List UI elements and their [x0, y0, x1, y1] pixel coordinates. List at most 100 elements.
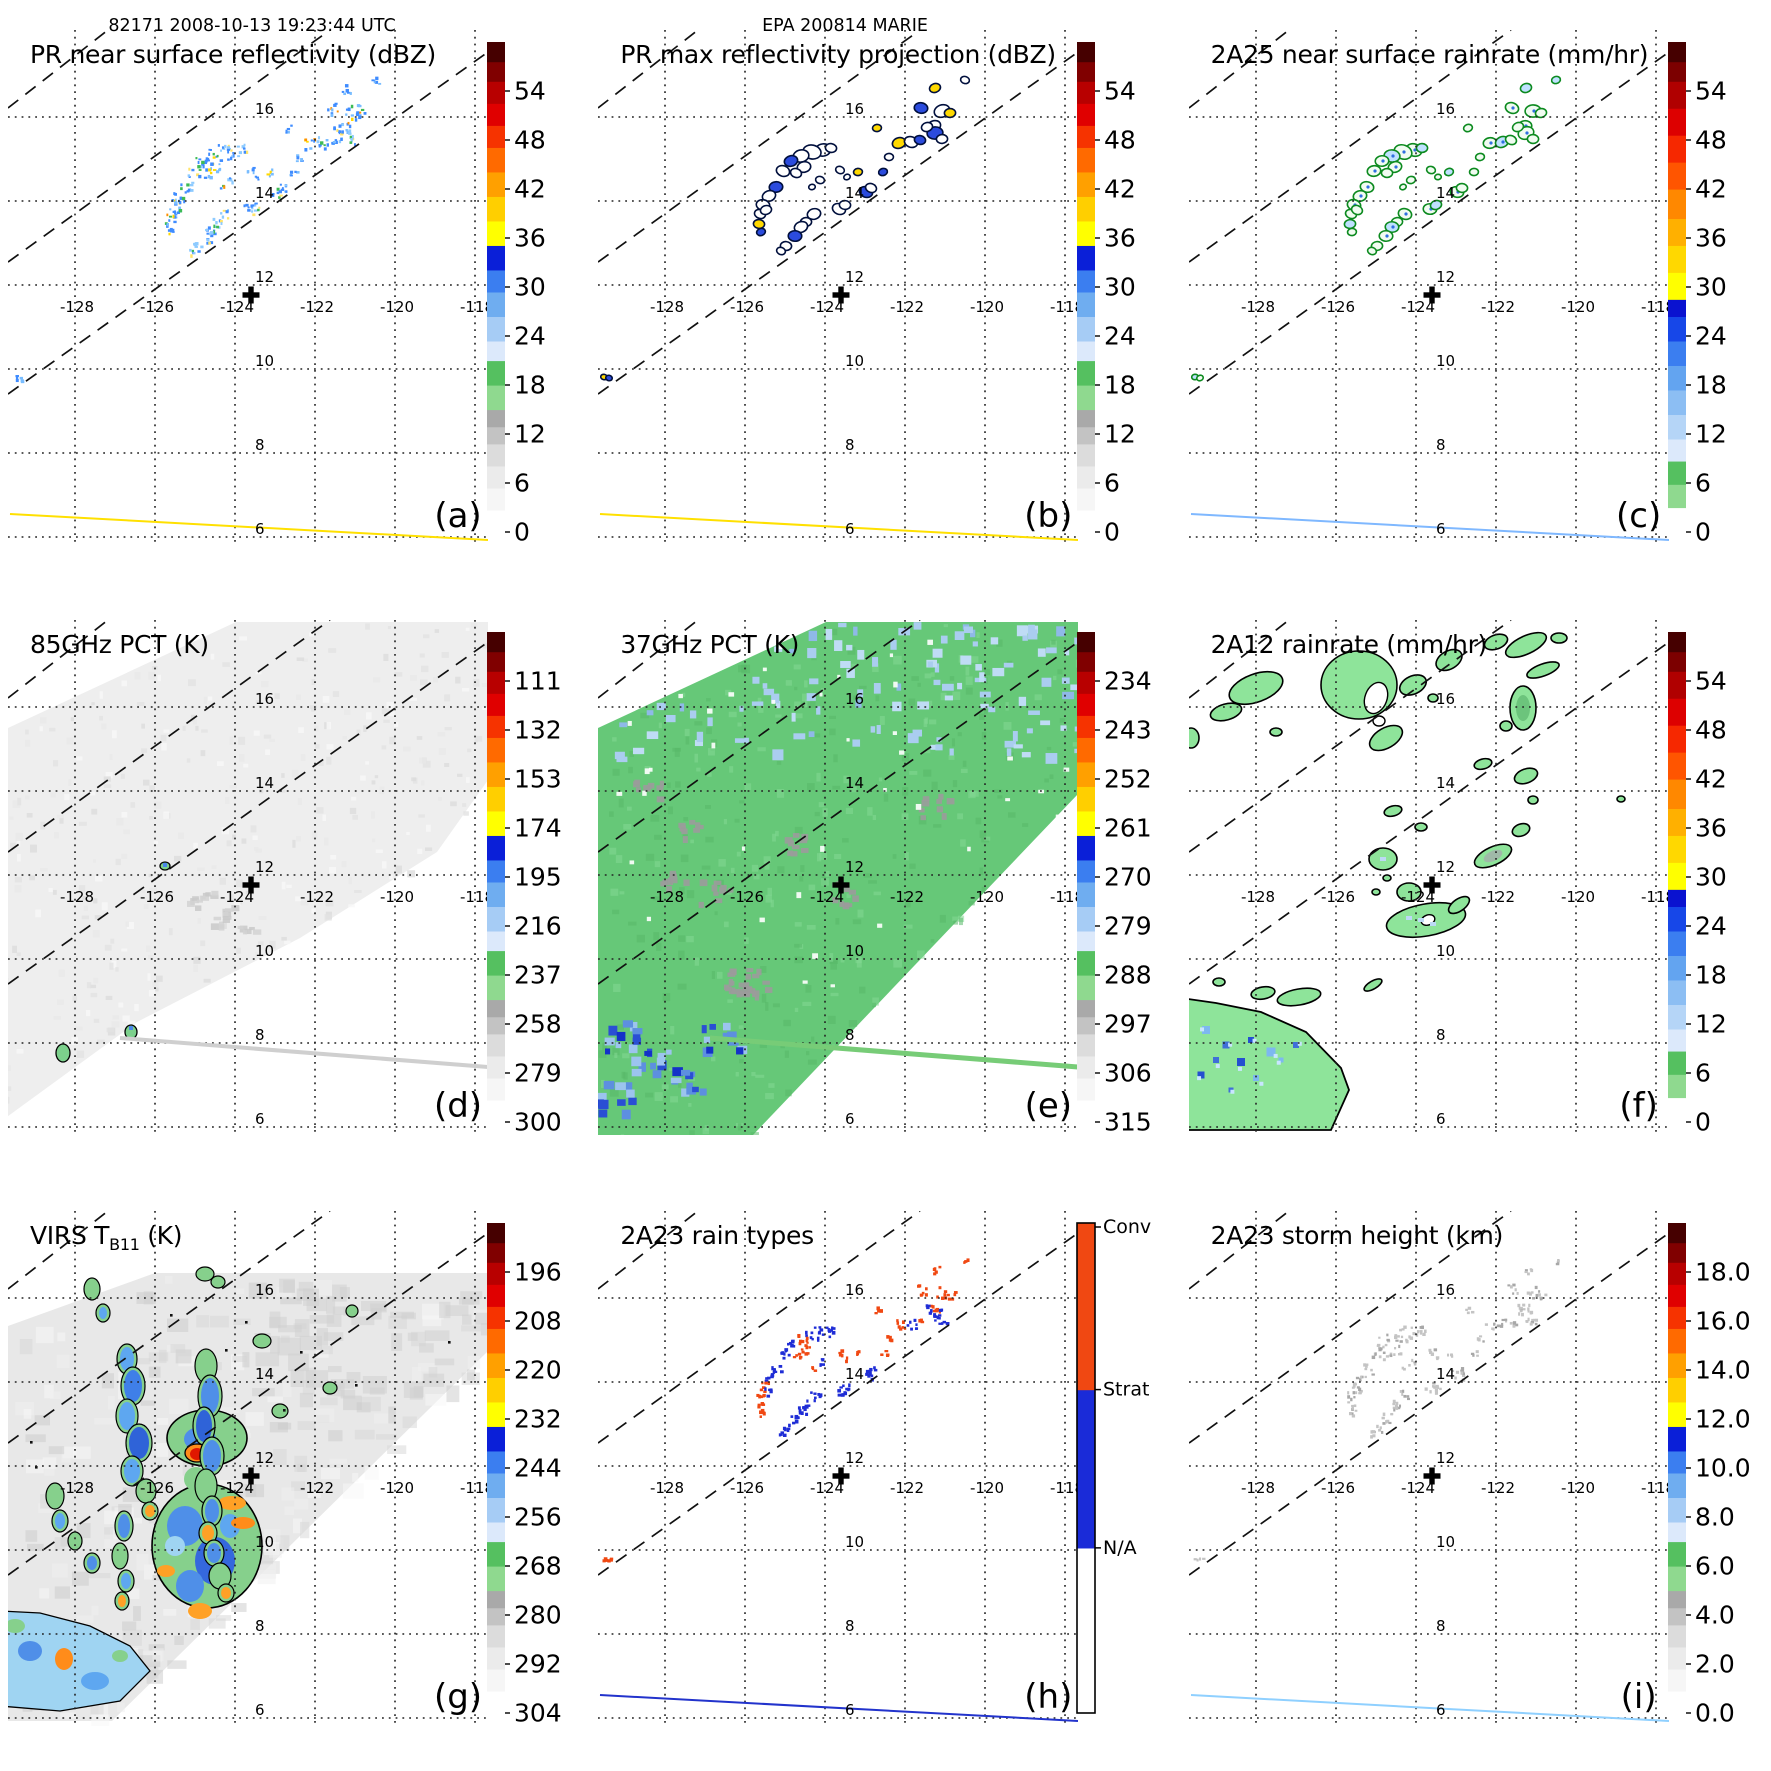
lat-tick-label: 16 [1436, 690, 1455, 708]
colorbar-tick-label: 24 [514, 322, 546, 351]
orbit-track-line [600, 513, 1079, 541]
colorbar-tick-label: 16.0 [1695, 1306, 1751, 1335]
panel-title: 2A12 rainrate (mm/hr) [1210, 630, 1488, 660]
colorbar-tick-label: 2.0 [1695, 1649, 1735, 1678]
lon-tick-label: -118 [460, 888, 494, 906]
lon-tick-label: -120 [380, 1479, 414, 1497]
lat-tick-label: 12 [1436, 858, 1455, 876]
swath-edge-dashed-line [8, 620, 331, 854]
lat-tick-label: 12 [1436, 268, 1455, 286]
orbit-track-line [600, 1693, 1079, 1722]
lon-tick-label: -122 [890, 298, 924, 316]
lon-tick-label: -124 [1401, 888, 1435, 906]
map-data-layer [600, 75, 971, 382]
panel-f: -128 -126 -124 -122 -120 -118 16 14 12 10 8 6 54 48 42… [1181, 590, 1771, 1181]
colorbar-tick-label: 258 [514, 1010, 562, 1039]
colorbar: 111 132 153 174 195 216 237 258 279 300 [487, 632, 562, 1137]
panel-map-canvas: -128 -126 -124 -122 -120 -118 16 14 12 10 8 6 54 48 42… [1188, 620, 1727, 1137]
sensor-swath-region [598, 622, 1079, 1136]
colorbar-tick-label: 6.0 [1695, 1551, 1735, 1580]
sensor-swath-region [8, 622, 488, 1117]
colorbar-tick-label: 234 [1104, 667, 1152, 696]
panel-d: -128 -126 -124 -122 -120 -118 16 14 12 10 8 6 111 132… [0, 590, 591, 1181]
colorbar-tick-label: 30 [514, 273, 546, 302]
lon-tick-label: -128 [60, 888, 94, 906]
lon-tick-label: -124 [220, 298, 254, 316]
swath-edge-dashed-line [598, 30, 921, 263]
colorbar: 196 208 220 232 244 256 268 280 292 304 [487, 1222, 562, 1727]
swath-edge-dashed-line [598, 1210, 921, 1444]
colorbar-tick-label: 36 [1695, 224, 1727, 253]
map-gridlines [8, 30, 488, 545]
lon-tick-label: -124 [220, 888, 254, 906]
map-data-layer [602, 1258, 970, 1563]
lon-tick-label: -128 [650, 298, 684, 316]
lat-tick-label: 8 [255, 1617, 265, 1635]
colorbar-tick-label: 54 [1695, 77, 1727, 106]
map-gridlines [598, 1210, 1079, 1726]
lon-tick-label: -122 [300, 1479, 334, 1497]
lat-tick-label: 10 [1436, 1533, 1455, 1551]
colorbar-tick-label: 18 [1104, 371, 1136, 400]
swath-edge-dashed-line [598, 620, 921, 854]
lon-tick-label: -126 [140, 888, 174, 906]
map-axis-labels: -128 -126 -124 -122 -120 -118 16 14 12 10 8 6 [650, 1281, 1084, 1719]
colorbar-category-label: Conv [1103, 1216, 1151, 1238]
lon-tick-label: -118 [1050, 888, 1084, 906]
swath-edge-dashed-line [8, 1210, 331, 1444]
lat-tick-label: 14 [845, 774, 864, 792]
swath-edge-dashed-line [1188, 51, 1669, 395]
lon-tick-label: -126 [1321, 1479, 1355, 1497]
colorbar-tick-label: 270 [1104, 863, 1152, 892]
swath-edge-dashed-line [598, 1231, 1079, 1576]
colorbar-tick-label: 12 [1695, 420, 1727, 449]
colorbar-tick-label: 0 [1104, 518, 1120, 547]
lon-tick-label: -122 [1481, 1479, 1515, 1497]
colorbar-tick-label: 36 [1695, 814, 1727, 843]
map-data-layer [1193, 1258, 1560, 1562]
colorbar: 234 243 252 261 270 279 288 297 306 315 [1077, 632, 1152, 1137]
colorbar-tick-label: 288 [1104, 961, 1152, 990]
colorbar: 18.0 16.0 14.0 12.0 10.0 8.0 6.0 4.0 2.0 0.0 [1667, 1222, 1751, 1727]
lat-tick-label: 8 [1436, 436, 1446, 454]
lat-tick-label: 10 [1436, 352, 1455, 370]
colorbar-tick-label: 42 [1695, 765, 1727, 794]
panel-map-canvas: -128 -126 -124 -122 -120 -118 16 14 12 10 8 6 18.0 16… [1188, 1210, 1751, 1727]
map-gridlines [1188, 1210, 1669, 1726]
orbit-track-line [9, 513, 488, 541]
map-axis-labels: -128 -126 -124 -122 -120 -118 16 14 12 10 8 6 [650, 100, 1084, 538]
map-data-layer [15, 76, 382, 384]
colorbar-tick-label: 18 [514, 371, 546, 400]
lat-tick-label: 6 [255, 520, 265, 538]
lat-tick-label: 6 [1436, 1701, 1446, 1719]
colorbar-tick-label: 18.0 [1695, 1257, 1751, 1286]
swath-edge-dashed-line [598, 51, 1079, 395]
panel-map-canvas: -128 -126 -124 -122 -120 -118 16 14 12 10 8 6 54 48 42… [8, 30, 546, 547]
lat-tick-label: 14 [255, 774, 274, 792]
swath-edge-dashed-line [1188, 1231, 1669, 1576]
panel-title: PR near surface reflectivity (dBZ) [30, 40, 436, 69]
orbit-track-line [710, 1035, 1079, 1070]
lon-tick-label: -126 [140, 298, 174, 316]
lon-tick-label: -126 [140, 1479, 174, 1497]
panel-map-canvas: -128 -126 -124 -122 -120 -118 16 14 12 10 8 6 234 243… [598, 620, 1152, 1137]
colorbar-tick-label: 243 [1104, 716, 1152, 745]
panel-letter-label: (i) [1620, 1676, 1657, 1717]
colorbar-tick-label: 0.0 [1695, 1698, 1735, 1727]
orbit-track-line [1190, 513, 1669, 541]
lat-tick-label: 12 [255, 268, 274, 286]
colorbar-tick-label: 24 [1104, 322, 1136, 351]
colorbar-tick-label: 196 [514, 1257, 562, 1286]
colorbar-tick-label: 48 [1104, 126, 1136, 155]
lon-tick-label: -120 [1561, 298, 1595, 316]
panel-e: -128 -126 -124 -122 -120 -118 16 14 12 10 8 6 234 243… [590, 590, 1181, 1181]
map-axis-labels: -128 -126 -124 -122 -120 -118 16 14 12 10 8 6 [1241, 690, 1675, 1128]
lat-tick-label: 14 [845, 184, 864, 202]
colorbar-tick-label: 244 [514, 1453, 562, 1482]
map-axis-labels: -128 -126 -124 -122 -120 -118 16 14 12 10 8 6 [60, 1281, 494, 1719]
lat-tick-label: 14 [1436, 1365, 1455, 1383]
panel-letter-label: (d) [433, 1086, 483, 1127]
lon-tick-label: -124 [810, 888, 844, 906]
lat-tick-label: 6 [845, 1701, 855, 1719]
colorbar-tick-label: 153 [514, 765, 562, 794]
